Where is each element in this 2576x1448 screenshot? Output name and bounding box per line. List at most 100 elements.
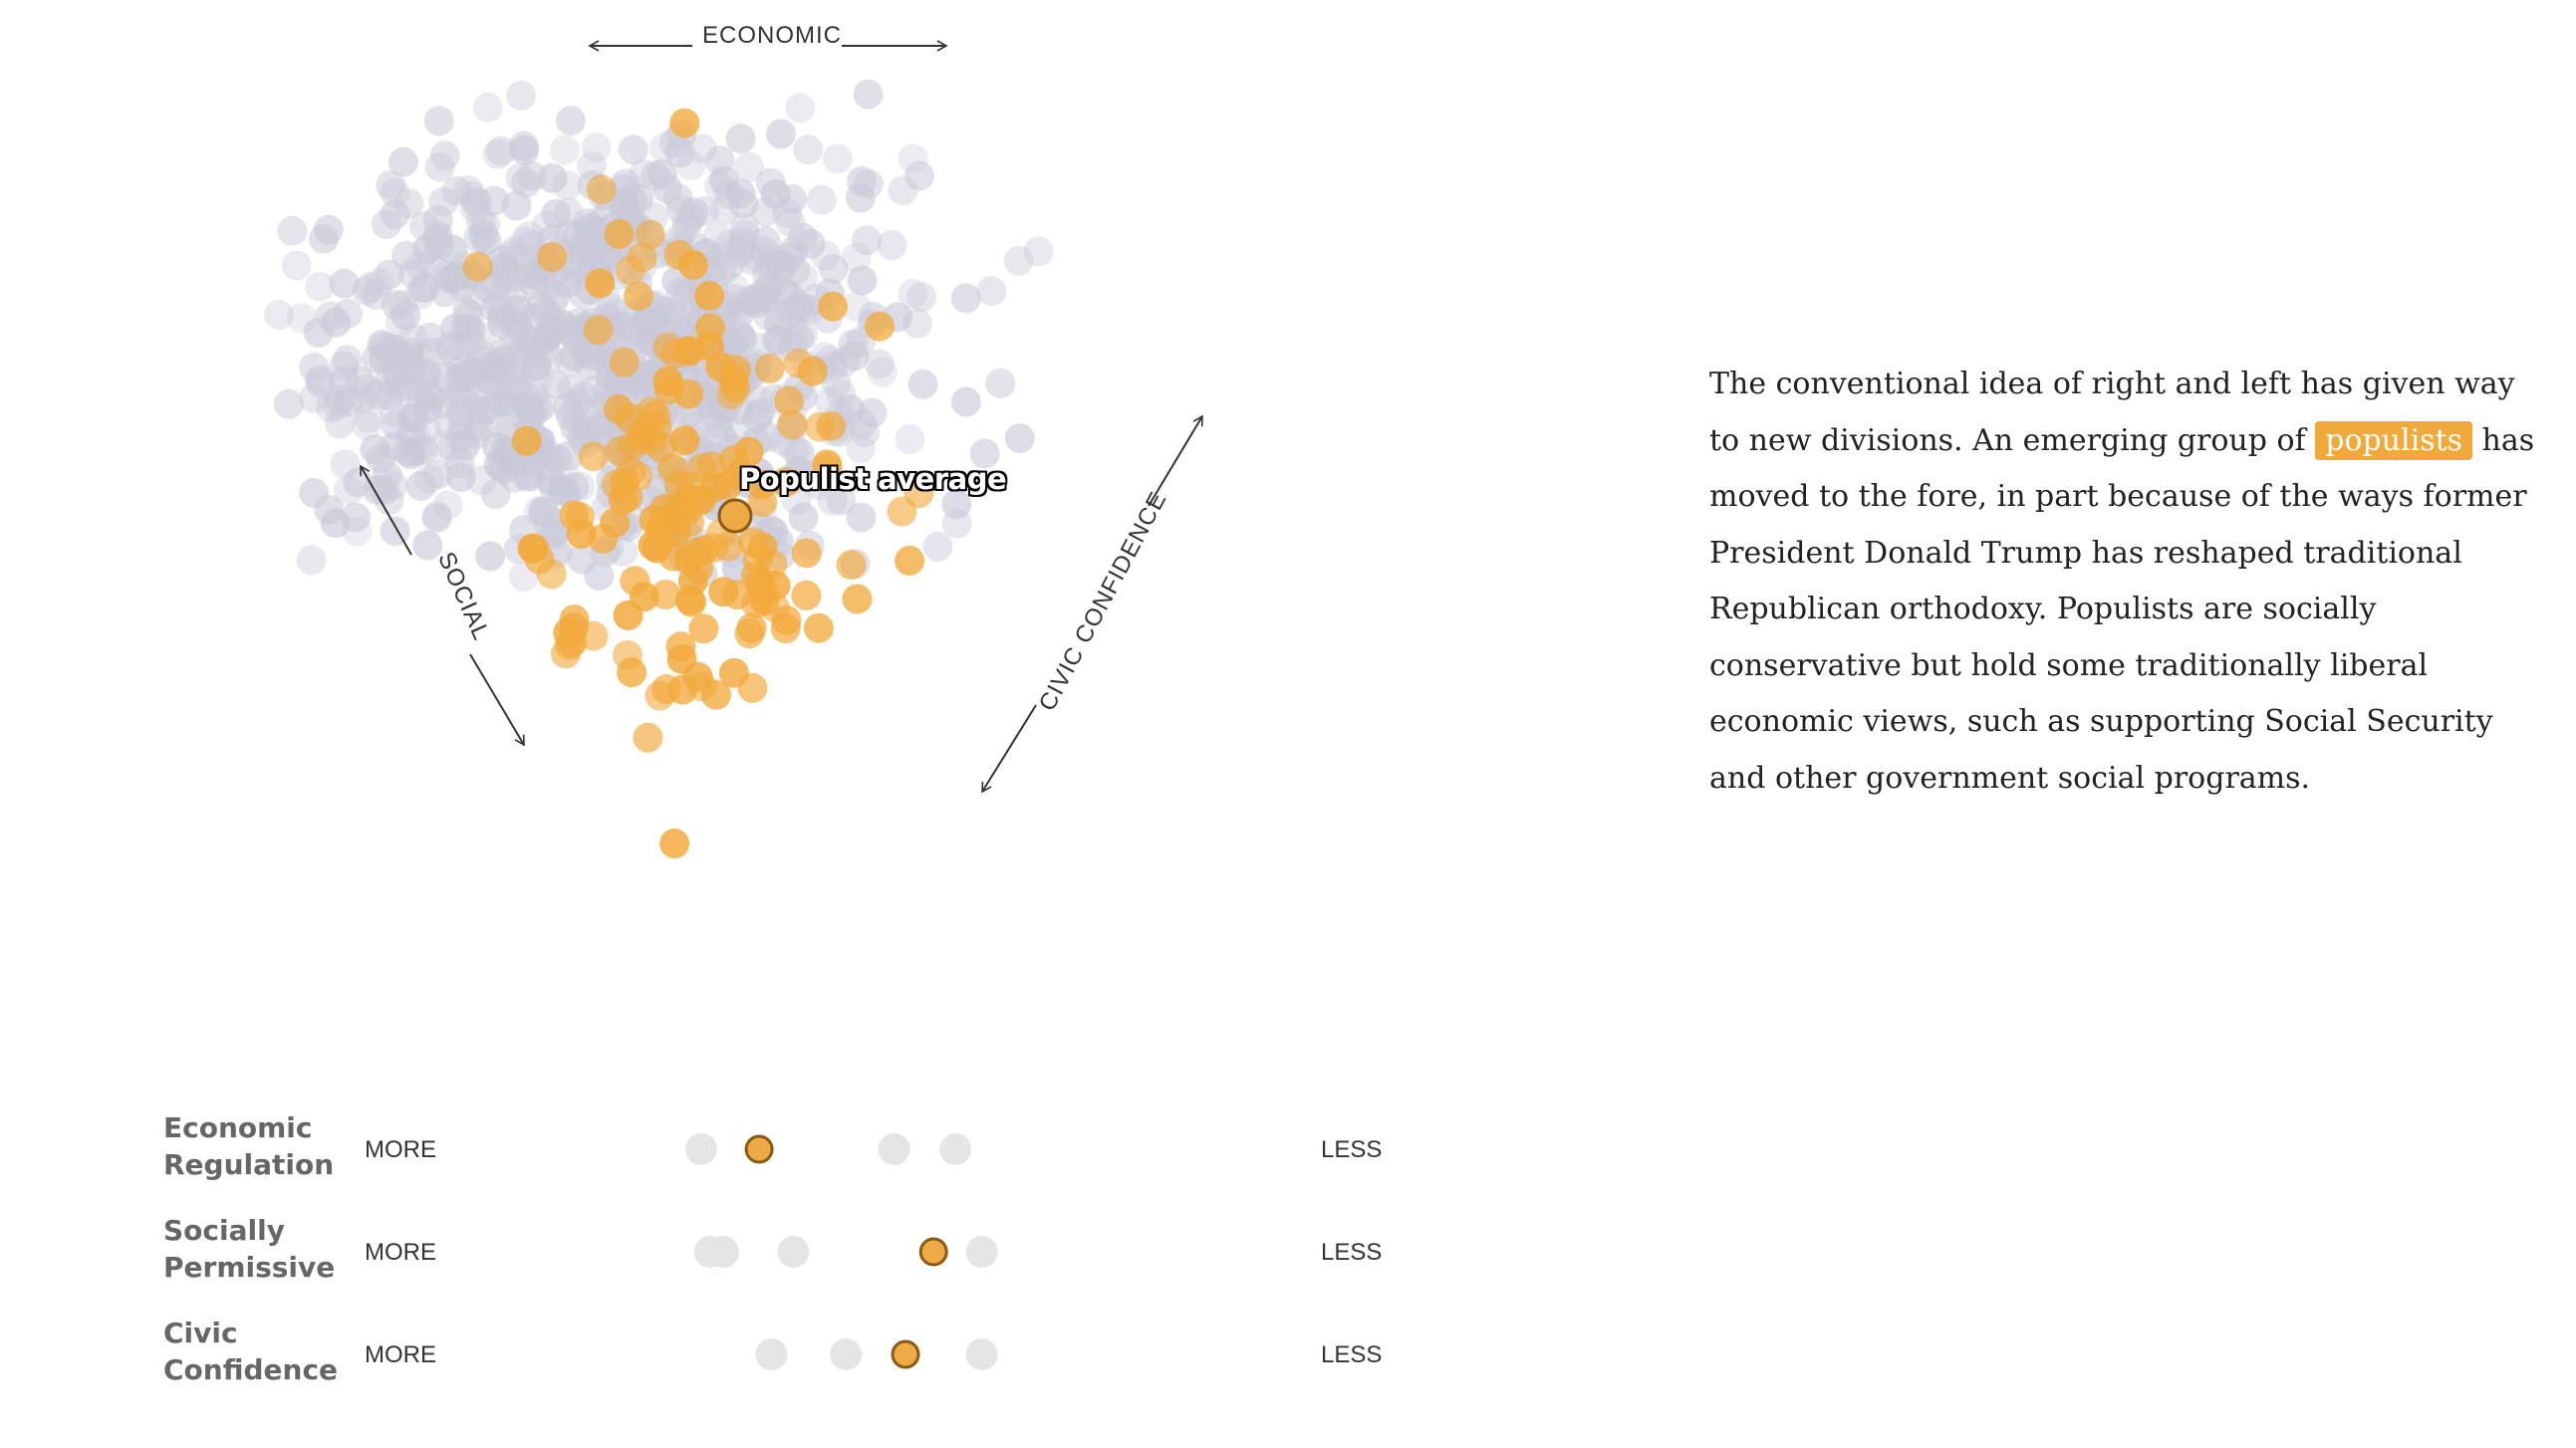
scatter-point-other bbox=[1003, 245, 1034, 276]
scatter-point-other bbox=[734, 152, 765, 182]
scatter-point-populist bbox=[536, 559, 567, 590]
scatter-point-other bbox=[542, 443, 572, 474]
scatter-point-other bbox=[784, 323, 815, 354]
scatter-point-other bbox=[402, 436, 433, 467]
scatter-point-other bbox=[446, 410, 477, 441]
scatter-point-other bbox=[785, 93, 816, 123]
scatter-point-populist bbox=[665, 631, 696, 662]
scatter-point-other bbox=[461, 187, 492, 218]
scatter-point-populist bbox=[650, 580, 681, 609]
scatter-point-other bbox=[750, 226, 781, 257]
scatter-point-other bbox=[472, 92, 503, 122]
scatter-point-other bbox=[486, 135, 516, 166]
scatter-point-populist bbox=[620, 566, 650, 597]
scatter-point-other bbox=[969, 438, 1000, 469]
scatter-point-other bbox=[514, 393, 544, 424]
scatter-point-other bbox=[822, 143, 853, 174]
scatter-point-other bbox=[907, 368, 938, 399]
scatter-point-populist bbox=[559, 500, 590, 531]
scatter-point-populist bbox=[663, 239, 694, 270]
scatter-point-other bbox=[548, 459, 579, 489]
scatter-point-other bbox=[341, 502, 372, 533]
scatter-point-other bbox=[405, 384, 436, 415]
scatter-cloud bbox=[264, 79, 1054, 858]
row-label-line1: Economic bbox=[163, 1111, 313, 1144]
scatter-point-other bbox=[845, 432, 876, 463]
scatter-point-other bbox=[429, 140, 460, 171]
scatter-point-other bbox=[597, 293, 627, 324]
scatter-point-other bbox=[736, 245, 767, 276]
scatter-point-other bbox=[795, 228, 826, 259]
scatter-point-populist bbox=[805, 411, 836, 442]
scatter-point-other bbox=[895, 424, 925, 454]
scatter-point-other bbox=[364, 268, 394, 299]
scatter-point-other bbox=[460, 281, 491, 312]
scatter-point-other bbox=[508, 130, 539, 161]
row-label-line2: Regulation bbox=[163, 1148, 335, 1181]
scatter-point-other bbox=[421, 501, 452, 532]
scatter-point-other bbox=[581, 132, 612, 163]
populists-highlight[interactable]: populists bbox=[2315, 420, 2473, 460]
social-arrow-up bbox=[360, 464, 412, 556]
scatter-point-other bbox=[423, 106, 454, 136]
scatter-point-other bbox=[922, 531, 953, 562]
scatter-point-other bbox=[724, 291, 755, 322]
scatter-point-other bbox=[330, 449, 361, 480]
scatter-point-other bbox=[610, 168, 641, 199]
scatter-point-other bbox=[315, 392, 346, 423]
scatter-point-populist bbox=[673, 378, 704, 409]
scatter-point-populist bbox=[635, 219, 665, 250]
scatter-point-other bbox=[574, 409, 605, 440]
scatter-point-other bbox=[446, 353, 477, 383]
scatter-point-other bbox=[867, 357, 898, 387]
scatter-point-other bbox=[551, 268, 582, 299]
scatter-point-populist bbox=[749, 586, 780, 616]
scatter-point-populist bbox=[659, 829, 690, 858]
scatter-point-other bbox=[424, 151, 455, 182]
scatter-point-other bbox=[510, 226, 541, 257]
scatter-point-populist bbox=[578, 441, 609, 472]
scatter-point-other bbox=[329, 268, 360, 299]
scatter-point-populist bbox=[511, 425, 542, 456]
scatter-point-other bbox=[475, 541, 506, 572]
scatter-point-other bbox=[728, 188, 759, 219]
scatter-point-populist bbox=[770, 613, 801, 643]
scatter-point-populist bbox=[670, 496, 701, 527]
scatter-point-other bbox=[450, 313, 481, 344]
populist-average-label: Populist average bbox=[739, 462, 1007, 496]
scatter-point-populist bbox=[613, 600, 644, 630]
scatter-point-other bbox=[480, 351, 511, 381]
axis-arrows bbox=[360, 40, 1203, 794]
scatter-point-other bbox=[818, 253, 849, 284]
populist-average-dot bbox=[717, 498, 753, 534]
scatter-point-other bbox=[474, 379, 505, 409]
scatter-point-other bbox=[352, 276, 383, 307]
scatter-point-other bbox=[286, 303, 317, 334]
narrative-before: The conventional idea of right and left … bbox=[1709, 366, 2515, 458]
scatter-point-populist bbox=[663, 469, 694, 500]
scatter-point-other bbox=[445, 462, 476, 492]
scatter-point-other bbox=[517, 338, 548, 368]
scatter-point-other bbox=[739, 284, 769, 315]
scatter-point-other bbox=[618, 134, 648, 165]
track-dot-populist bbox=[891, 1339, 920, 1369]
scatter-point-populist bbox=[639, 505, 669, 536]
scatter-point-other bbox=[841, 291, 872, 322]
scatter-point-other bbox=[671, 213, 702, 244]
scatter-point-other bbox=[414, 322, 445, 353]
scatter-point-other bbox=[329, 351, 360, 381]
scatter-point-other bbox=[779, 433, 810, 464]
scatter-point-populist bbox=[797, 356, 828, 386]
scatter-point-other bbox=[906, 282, 937, 313]
scatter-point-populist bbox=[777, 409, 808, 440]
scatter-point-other bbox=[360, 434, 390, 465]
scatter-point-other bbox=[376, 170, 406, 200]
track-dot-populist bbox=[918, 1237, 948, 1267]
scatter-point-other bbox=[835, 394, 866, 424]
scatter-point-populist bbox=[791, 538, 822, 569]
scatter-point-other bbox=[826, 485, 857, 516]
scatter-point-populist bbox=[683, 553, 713, 584]
scatter-point-other bbox=[719, 273, 750, 304]
scatter-point-other bbox=[487, 309, 518, 340]
